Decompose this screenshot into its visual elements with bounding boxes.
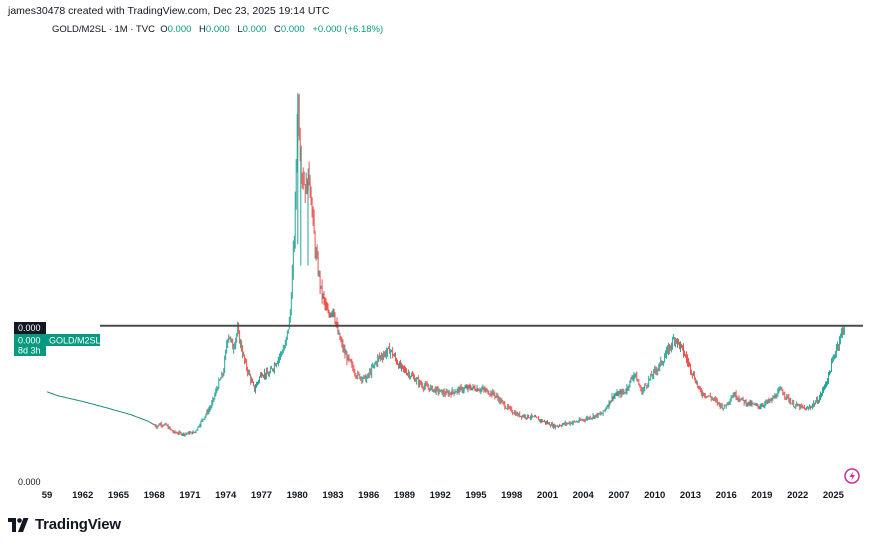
series-name-tag [46,334,100,346]
x-tick-label: 1980 [287,490,308,501]
symbol-legend: GOLD/M2SL · 1M · TVC O0.000 H0.000 L0.00… [52,24,388,35]
x-tick-label: 2010 [644,490,665,501]
x-tick-label: 1983 [322,490,343,501]
lightning-icon[interactable] [844,468,860,484]
x-tick-label: 1992 [430,490,451,501]
x-tick-label: 2001 [537,490,559,501]
low-value: 0.000 [242,24,267,35]
series-line-early [46,391,155,426]
x-tick-label: 1962 [72,490,93,501]
x-tick-label: 1965 [108,490,130,501]
x-tick-label: 2004 [573,490,595,501]
x-tick-label: 1995 [465,490,487,501]
open-value: 0.000 [167,24,192,35]
x-tick-label: 2016 [716,490,737,501]
close-label: C [274,24,281,35]
plot-area [46,92,845,437]
x-tick-label: 59 [42,490,53,501]
close-value: 0.000 [280,24,305,35]
x-tick-label: 1998 [501,490,522,501]
x-tick-label: 1971 [179,490,201,501]
tradingview-mark-icon [8,517,29,532]
countdown-text: 8d 3h [18,346,41,356]
y-axis-bottom-label: 0.000 [18,477,41,487]
low-label: L [237,24,243,35]
brand-name: TradingView [35,516,121,533]
x-tick-label: 1986 [358,490,379,501]
change-value: +0.000 (+6.18%) [312,24,384,35]
crosshair-price-tag [14,322,46,334]
x-tick-label: 1974 [215,490,237,501]
symbol-name[interactable]: GOLD/M2SL · 1M · TVC [52,24,155,35]
x-tick-label: 2022 [787,490,808,501]
x-tick-label: 2013 [680,490,701,501]
x-tick-label: 1968 [144,490,165,501]
x-tick-label: 2019 [751,490,772,501]
high-label: H [199,24,206,35]
credit-line: james30478 created with TradingView.com,… [8,5,330,17]
x-tick-label: 2025 [823,490,845,501]
x-axis: 59 1962 1965 1968 1971 1974 1977 1980 1983 1986 19… [42,490,845,501]
x-tick-label: 1989 [394,490,415,501]
last-value-text: 0.000 [18,336,41,346]
x-tick-label: 1977 [251,490,272,501]
x-tick-label: 2007 [608,490,629,501]
series-name-text: GOLD/M2SL [49,336,101,346]
open-label: O [160,24,168,35]
high-value: 0.000 [205,24,230,35]
tradingview-logo[interactable]: TradingView [8,516,121,533]
last-value-tag [14,334,46,356]
crosshair-price-text: 0.000 [18,323,41,333]
